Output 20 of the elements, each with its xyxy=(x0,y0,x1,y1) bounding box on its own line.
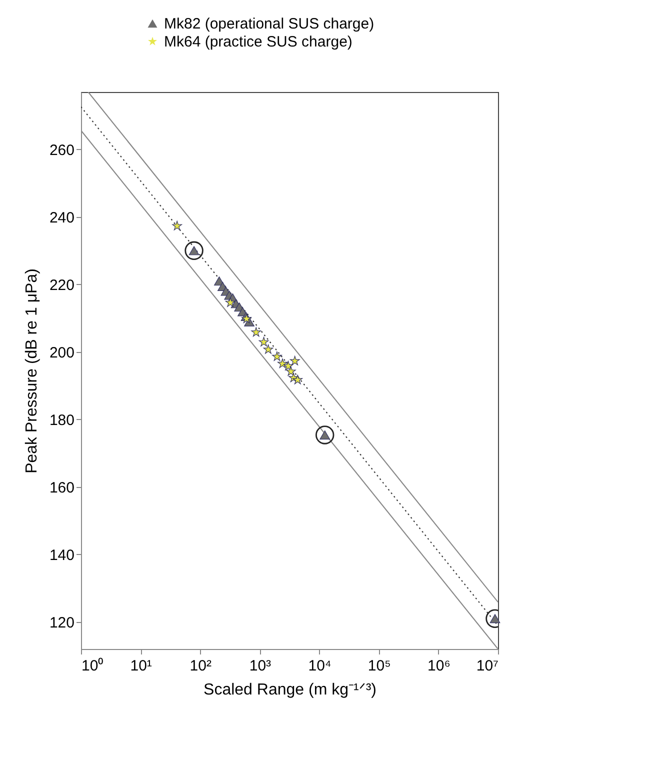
y-tick-label: 160 xyxy=(49,479,74,496)
y-tick-label: 220 xyxy=(49,276,74,294)
x-tick-label: 10⁷ xyxy=(476,658,498,674)
y-tick-label: 260 xyxy=(49,142,74,159)
x-tick-label: 10⁶ xyxy=(428,658,450,674)
y-tick-label: 180 xyxy=(49,412,74,429)
x-tick-label: 10⁵ xyxy=(368,658,391,674)
y-tick-label: 140 xyxy=(49,546,74,564)
y-axis-title: Peak Pressure (dB re 1 μPa) xyxy=(23,268,40,474)
y-tick-label: 120 xyxy=(49,614,74,632)
x-axis-title: Scaled Range (m kg⁻¹ᐟ³) xyxy=(204,682,376,698)
legend-label: Mk64 (practice SUS charge) xyxy=(164,34,352,50)
x-tick-label: 10³ xyxy=(249,658,272,674)
x-tick-label: 10⁰ xyxy=(82,658,104,674)
y-tick-label: 240 xyxy=(49,209,74,226)
x-tick-label: 10² xyxy=(190,658,212,674)
legend-label: Mk82 (operational SUS charge) xyxy=(164,16,374,32)
x-tick-label: 10¹ xyxy=(130,658,152,674)
y-tick-label: 200 xyxy=(49,344,74,362)
x-tick-label: 10⁴ xyxy=(308,658,332,674)
